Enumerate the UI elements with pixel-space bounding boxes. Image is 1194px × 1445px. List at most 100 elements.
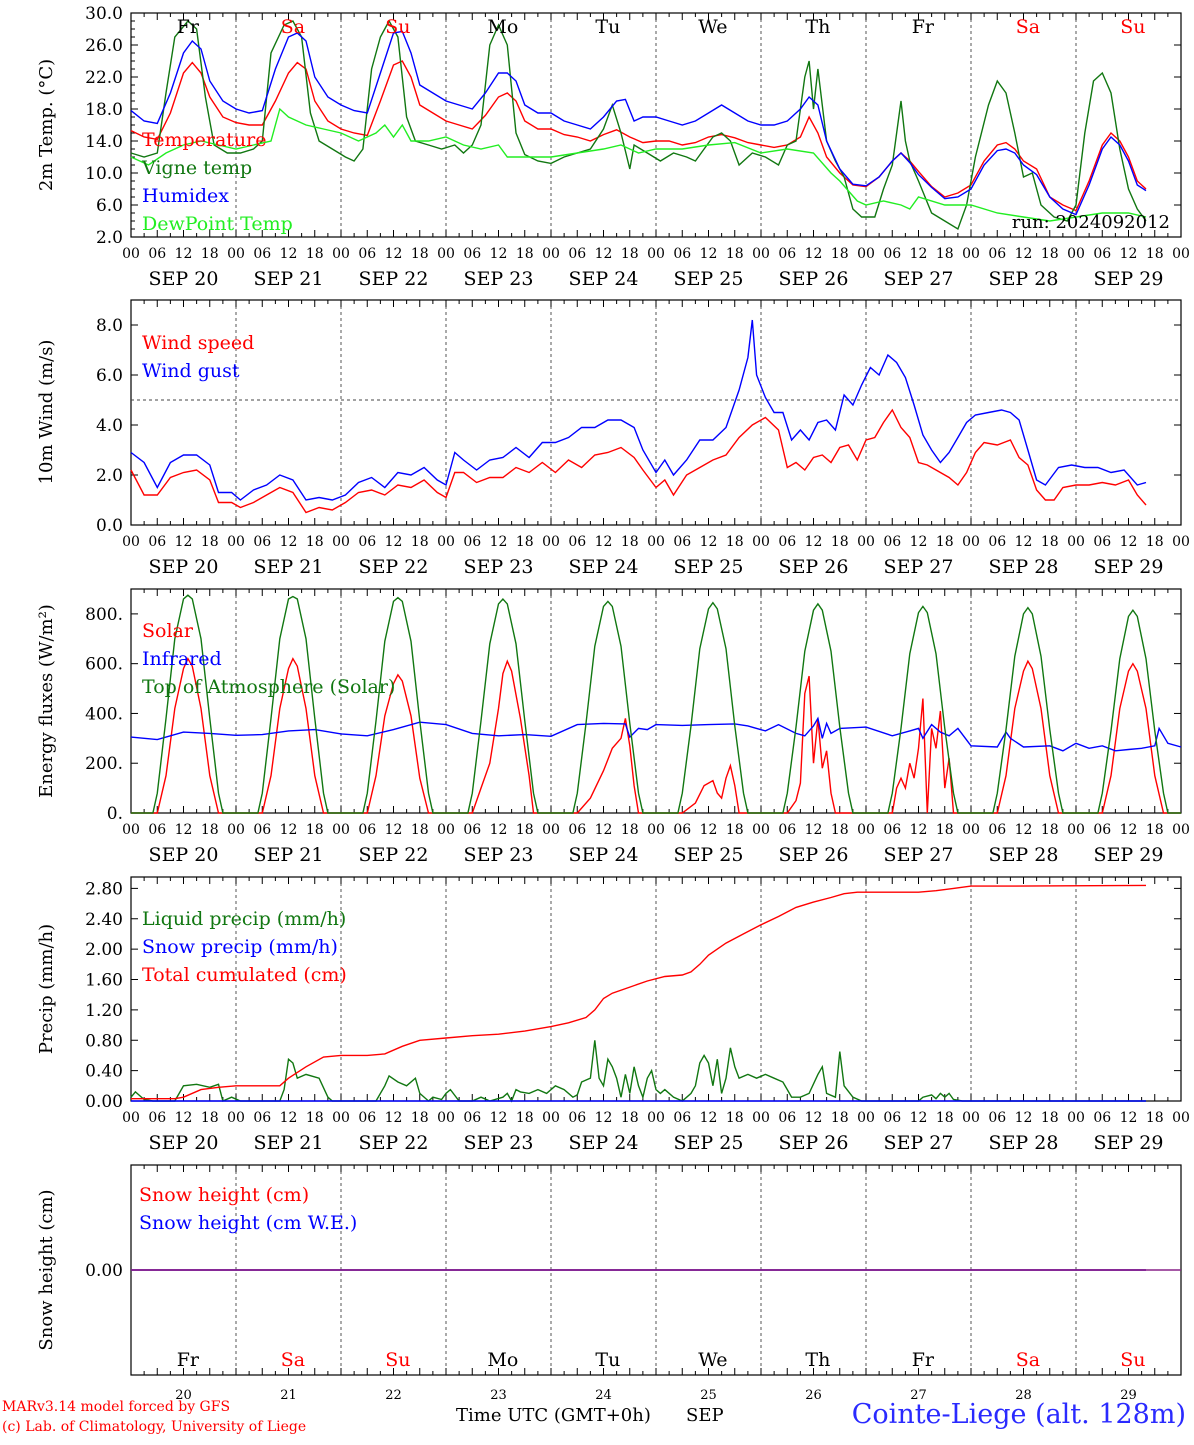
hour-tick-label: 12	[910, 822, 928, 838]
weekday-label: Fr	[177, 16, 200, 38]
hour-tick-label: 18	[201, 822, 219, 838]
weekday-label: We	[698, 16, 727, 38]
legend-entry: Total cumulated (cm)	[142, 964, 347, 986]
hour-tick-label: 18	[726, 534, 744, 550]
hour-tick-label: 12	[490, 822, 508, 838]
hour-tick-label: 06	[673, 822, 691, 838]
weekday-label: Su	[1120, 1349, 1145, 1371]
hour-tick-label: 00	[1067, 246, 1085, 262]
day-number-label: 27	[910, 1388, 927, 1403]
hour-tick-label: 00	[647, 534, 665, 550]
weekday-label: Tu	[595, 1349, 620, 1371]
hour-tick-label: 00	[437, 822, 455, 838]
hour-tick-label: 06	[883, 246, 901, 262]
hour-tick-label: 18	[201, 1110, 219, 1126]
hour-tick-label: 06	[988, 822, 1006, 838]
hour-tick-label: 00	[227, 246, 245, 262]
date-label: SEP 23	[464, 268, 534, 290]
date-label: SEP 26	[779, 1132, 849, 1154]
hour-tick-label: 12	[1015, 534, 1033, 550]
hour-tick-label: 18	[201, 534, 219, 550]
legend-entry: Humidex	[142, 185, 229, 207]
date-label: SEP 20	[149, 268, 219, 290]
y-tick-label: 6.0	[96, 196, 123, 216]
weekday-label: Th	[805, 16, 830, 38]
hour-tick-label: 06	[568, 822, 586, 838]
date-label: SEP 23	[464, 556, 534, 578]
hour-tick-label: 06	[358, 534, 376, 550]
hour-tick-label: 06	[358, 822, 376, 838]
hour-tick-label: 06	[883, 822, 901, 838]
hour-tick-label: 12	[490, 246, 508, 262]
series-line-green	[130, 19, 1147, 231]
series-line-blue	[130, 30, 1147, 216]
hour-tick-label: 06	[148, 822, 166, 838]
hour-tick-label: 00	[542, 822, 560, 838]
weekday-label: Fr	[177, 1349, 200, 1371]
plot-frame	[130, 588, 1182, 814]
hour-tick-label: 06	[883, 1110, 901, 1126]
weekday-label: Mo	[487, 1349, 518, 1371]
date-label: SEP 27	[884, 268, 954, 290]
date-label: SEP 27	[884, 1132, 954, 1154]
plot-frame	[130, 12, 1182, 238]
hour-tick-label: 12	[385, 822, 403, 838]
hour-tick-label: 06	[673, 534, 691, 550]
day-number-label: 26	[805, 1388, 822, 1403]
date-label: SEP 20	[149, 556, 219, 578]
day-number-label: 22	[385, 1388, 402, 1403]
date-label: SEP 26	[779, 268, 849, 290]
hour-tick-label: 06	[673, 1110, 691, 1126]
date-label: SEP 24	[569, 844, 639, 866]
date-label: SEP 25	[674, 556, 744, 578]
series-line-blue	[130, 716, 1182, 752]
hour-tick-label: 06	[1093, 246, 1111, 262]
hour-tick-label: 12	[1120, 1110, 1138, 1126]
legend-entry: Snow height (cm W.E.)	[139, 1212, 357, 1234]
hour-tick-label: 18	[1146, 246, 1164, 262]
day-number-label: 20	[175, 1388, 192, 1403]
hour-tick-label: 00	[962, 822, 980, 838]
hour-tick-label: 12	[385, 1110, 403, 1126]
date-label: SEP 21	[254, 268, 324, 290]
date-label: SEP 24	[569, 1132, 639, 1154]
date-label: SEP 26	[779, 844, 849, 866]
date-label: SEP 29	[1094, 268, 1164, 290]
hour-tick-label: 00	[857, 1110, 875, 1126]
hour-tick-label: 06	[1093, 1110, 1111, 1126]
legend-entry: Solar	[142, 620, 194, 642]
hour-tick-label: 06	[568, 1110, 586, 1126]
legend-entry: Liquid precip (mm/h)	[142, 908, 346, 930]
hour-tick-label: 00	[752, 822, 770, 838]
hour-tick-label: 06	[463, 246, 481, 262]
hour-tick-label: 06	[148, 246, 166, 262]
y-tick-label: 400.	[85, 704, 123, 724]
weekday-label: We	[698, 1349, 727, 1371]
day-number-label: 28	[1015, 1388, 1032, 1403]
y-tick-label: 200.	[85, 754, 123, 774]
run-annotation: run: 2024092012	[1012, 212, 1170, 233]
y-tick-label: 18.0	[85, 100, 123, 120]
date-label: SEP 28	[989, 268, 1059, 290]
hour-tick-label: 06	[463, 822, 481, 838]
weekday-label: Su	[1120, 16, 1145, 38]
hour-tick-label: 12	[1120, 534, 1138, 550]
hour-tick-label: 06	[253, 246, 271, 262]
station-label: Cointe-Liege (alt. 128m)	[851, 1399, 1186, 1430]
legend-entry: Top of Atmosphere (Solar)	[142, 676, 395, 698]
y-tick-label: 600.	[85, 655, 123, 675]
y-axis-label: Precip (mm/h)	[36, 924, 57, 1054]
hour-tick-label: 12	[280, 534, 298, 550]
hour-tick-label: 06	[358, 246, 376, 262]
hour-tick-label: 12	[805, 822, 823, 838]
hour-tick-label: 00	[857, 534, 875, 550]
weekday-label: Mo	[487, 16, 518, 38]
date-label: SEP 23	[464, 1132, 534, 1154]
date-label: SEP 27	[884, 556, 954, 578]
hour-tick-label: 00	[1172, 822, 1190, 838]
hour-tick-label: 00	[332, 534, 350, 550]
hour-tick-label: 06	[1093, 822, 1111, 838]
hour-tick-label: 18	[726, 1110, 744, 1126]
hour-tick-label: 18	[831, 1110, 849, 1126]
